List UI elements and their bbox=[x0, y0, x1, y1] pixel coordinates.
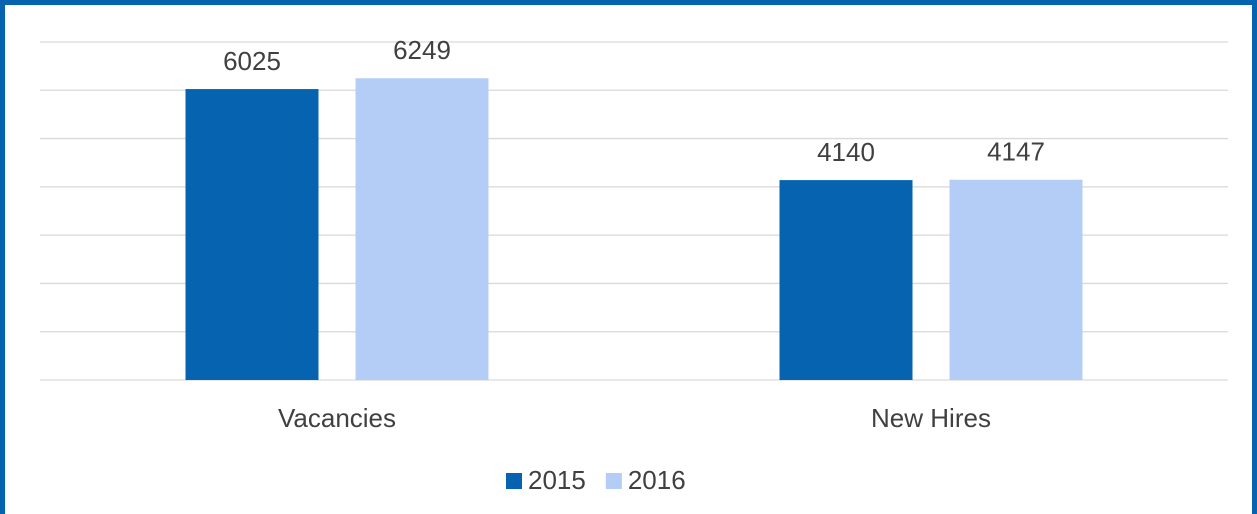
legend-label: 2016 bbox=[628, 465, 686, 495]
legend-swatch bbox=[605, 473, 622, 489]
x-tick-label: Vacancies bbox=[278, 403, 396, 433]
data-label: 6249 bbox=[393, 35, 451, 65]
x-tick-label: New Hires bbox=[871, 403, 991, 433]
data-label: 4147 bbox=[987, 137, 1045, 167]
bar bbox=[779, 180, 913, 380]
legend-swatch bbox=[506, 473, 522, 489]
legend-label: 2015 bbox=[528, 465, 586, 495]
bar bbox=[185, 89, 319, 380]
bar bbox=[949, 179, 1083, 380]
data-label: 6025 bbox=[223, 46, 281, 76]
bar bbox=[355, 78, 489, 380]
data-label: 4140 bbox=[817, 137, 875, 167]
